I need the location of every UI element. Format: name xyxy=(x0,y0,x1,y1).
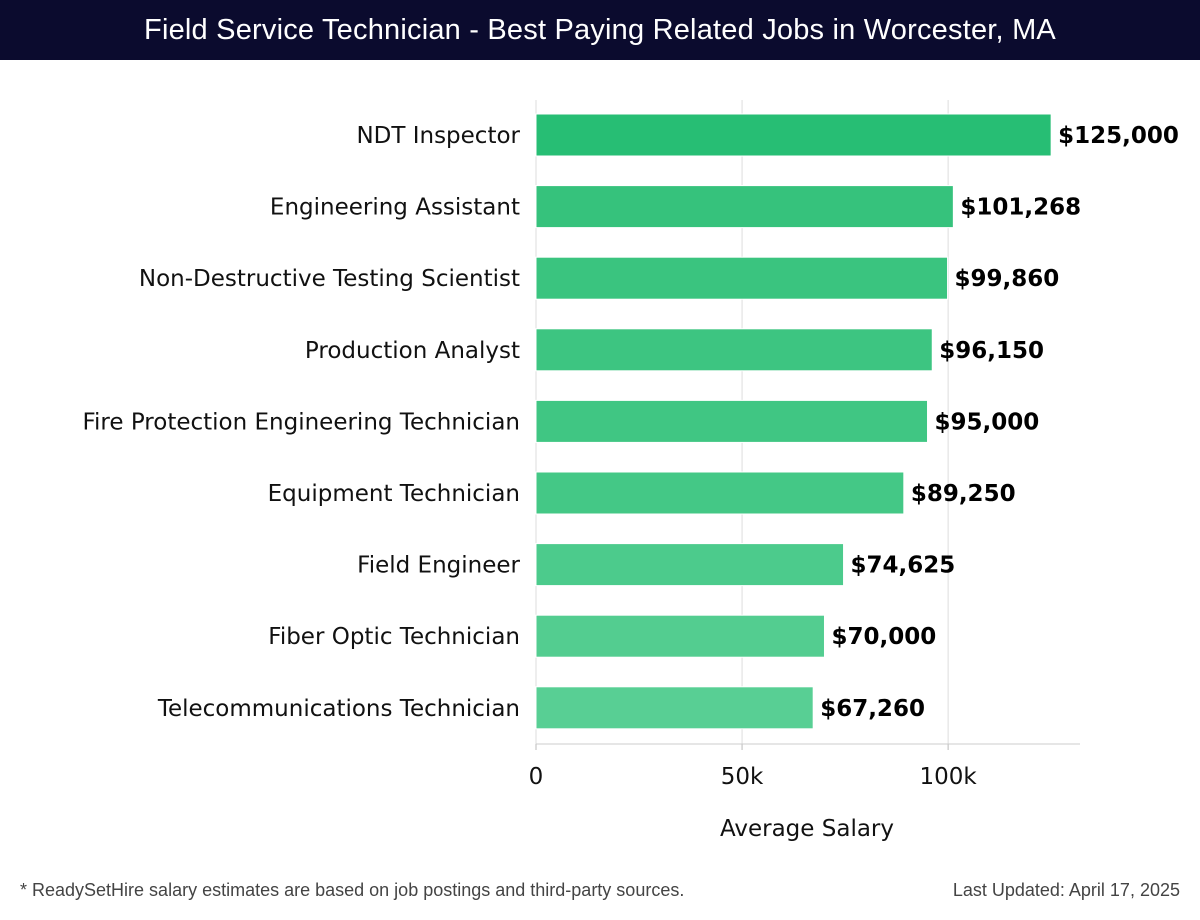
bar xyxy=(535,686,814,730)
value-label: $125,000 xyxy=(1058,123,1179,149)
category-label: NDT Inspector xyxy=(356,123,520,149)
x-axis-title: Average Salary xyxy=(720,816,894,842)
x-axis: 0 50k 100k Average Salary xyxy=(529,743,1080,842)
category-label: Equipment Technician xyxy=(268,481,520,507)
category-label: Field Engineer xyxy=(357,553,520,579)
bar xyxy=(535,113,1052,157)
value-labels: $125,000 $101,268 $99,860 $96,150 $95,000 $89… xyxy=(820,123,1179,722)
category-label: Production Analyst xyxy=(305,338,520,364)
category-label: Fiber Optic Technician xyxy=(268,624,520,650)
bar xyxy=(535,256,949,300)
value-label: $99,860 xyxy=(955,266,1060,292)
bar xyxy=(535,185,954,229)
value-label: $70,000 xyxy=(831,624,936,650)
bar xyxy=(535,328,933,372)
bar xyxy=(535,399,929,443)
bar xyxy=(535,543,845,587)
value-label: $67,260 xyxy=(820,696,925,722)
value-label: $101,268 xyxy=(960,195,1081,221)
value-label: $95,000 xyxy=(935,409,1040,435)
category-label: Fire Protection Engineering Technician xyxy=(82,409,520,435)
category-label: Non-Destructive Testing Scientist xyxy=(139,266,520,292)
value-label: $74,625 xyxy=(851,553,956,579)
x-tick-label: 0 xyxy=(529,764,544,790)
x-tick-label: 100k xyxy=(920,764,978,790)
bar xyxy=(535,471,905,515)
value-label: $89,250 xyxy=(911,481,1016,507)
last-updated: Last Updated: April 17, 2025 xyxy=(952,880,1180,900)
x-tick-label: 50k xyxy=(721,764,764,790)
category-labels: NDT Inspector Engineering Assistant Non-De… xyxy=(82,123,520,722)
category-label: Telecommunications Technician xyxy=(157,696,520,722)
chart-title: Field Service Technician - Best Paying R… xyxy=(0,0,1200,60)
bar xyxy=(535,614,825,658)
bars xyxy=(535,113,1052,730)
category-label: Engineering Assistant xyxy=(270,195,520,221)
bar-chart: NDT Inspector Engineering Assistant Non-De… xyxy=(82,100,1179,842)
value-label: $96,150 xyxy=(939,338,1044,364)
footnote: * ReadySetHire salary estimates are base… xyxy=(20,880,685,900)
